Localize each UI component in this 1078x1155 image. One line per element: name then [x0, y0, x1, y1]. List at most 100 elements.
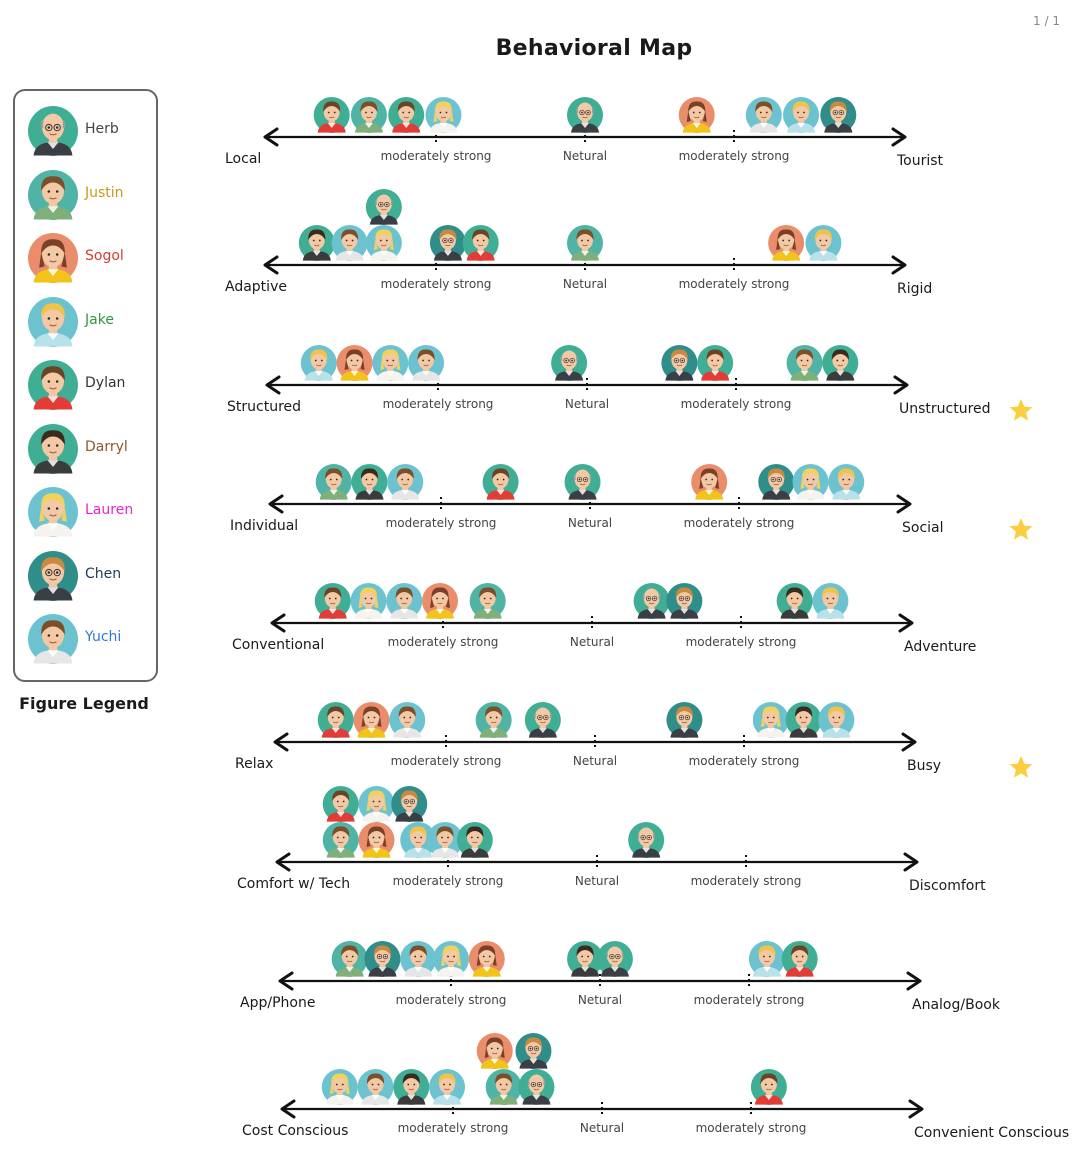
- legend-caption: Figure Legend: [19, 694, 149, 713]
- avatar-chen: [820, 97, 857, 133]
- avatar-chen: [364, 941, 401, 977]
- tick-label-left: moderately strong: [398, 1121, 509, 1135]
- avatar-dylan: [314, 583, 351, 619]
- scale-left-label: Comfort w/ Tech: [237, 876, 350, 892]
- avatar-justin: [567, 225, 603, 261]
- tick-label-center: Netural: [573, 754, 617, 768]
- scale-row-3: moderately strong Netural moderately stron…: [227, 345, 1033, 421]
- tick-label-center: Netural: [563, 277, 607, 291]
- arrow-left-icon: [265, 375, 281, 395]
- avatar-chen: [666, 702, 703, 738]
- tick-label-right: moderately strong: [686, 635, 797, 649]
- avatar-herb: [633, 583, 670, 619]
- scale-right-label: Discomfort: [909, 878, 986, 894]
- star-icon: [1009, 518, 1033, 540]
- scale-right-label: Adventure: [904, 639, 976, 655]
- avatar-jake: [300, 345, 337, 381]
- scale-row-8: moderately strong Netural moderately stron…: [240, 941, 1001, 1013]
- tick-label-right: moderately strong: [679, 149, 790, 163]
- avatar-dylan: [28, 360, 78, 410]
- scale-left-label: Relax: [235, 756, 273, 772]
- tick-label-center: Netural: [570, 635, 614, 649]
- legend-item-chen: Chen: [27, 550, 157, 604]
- legend-item-lauren: Lauren: [27, 486, 157, 540]
- avatar-yuchi: [386, 583, 423, 619]
- scale-row-5: moderately strong Netural moderately stron…: [232, 583, 976, 655]
- avatar-darryl: [393, 1069, 430, 1105]
- arrow-right-icon: [898, 613, 914, 633]
- scale-left-label: App/Phone: [240, 995, 315, 1011]
- scale-row-7: moderately strong Netural moderately stron…: [237, 786, 986, 894]
- legend-name-jake: Jake: [85, 311, 114, 328]
- avatar-lauren: [425, 97, 462, 133]
- arrow-left-icon: [273, 732, 289, 752]
- scale-right-label: Busy: [907, 758, 941, 774]
- arrow-right-icon: [893, 375, 909, 395]
- avatar-jake: [28, 296, 78, 347]
- scale-right-label: Tourist: [896, 153, 944, 169]
- avatar-darryl: [785, 702, 822, 738]
- arrow-left-icon: [275, 852, 291, 872]
- avatar-lauren: [365, 225, 402, 261]
- avatar-yuchi: [28, 614, 78, 664]
- legend-name-sogol: Sogol: [85, 248, 124, 264]
- avatar-sogol: [768, 225, 805, 261]
- avatar-herb: [28, 106, 78, 156]
- avatar-dylan: [313, 97, 350, 133]
- avatar-darryl: [822, 345, 859, 381]
- avatar-dylan: [697, 345, 734, 381]
- tick-label-center: Netural: [563, 149, 607, 163]
- avatar-justin: [485, 1069, 522, 1105]
- legend-avatar-yuchi: [28, 614, 78, 664]
- scale-right-label: Analog/Book: [912, 997, 1001, 1013]
- avatar-darryl: [351, 464, 388, 500]
- scale-left-label: Conventional: [232, 637, 324, 653]
- scale-row-6: moderately strong Netural moderately stron…: [235, 702, 1033, 778]
- legend-name-herb: Herb: [85, 121, 119, 137]
- scale-left-label: Structured: [227, 399, 301, 415]
- legend-avatar-darryl: [28, 423, 78, 474]
- tick-label-right: moderately strong: [679, 277, 790, 291]
- star-icon: [1009, 399, 1033, 421]
- legend-avatar-justin: [28, 169, 78, 220]
- avatar-dylan: [322, 786, 359, 822]
- legend-item-justin: Justin: [27, 169, 157, 223]
- legend-name-dylan: Dylan: [85, 375, 126, 391]
- avatar-chen: [391, 786, 428, 822]
- avatar-herb: [564, 464, 601, 500]
- avatar-sogol: [476, 1033, 513, 1069]
- avatar-sogol: [422, 583, 459, 619]
- avatar-yuchi: [408, 345, 445, 381]
- avatar-justin: [315, 464, 352, 500]
- avatar-jake: [818, 702, 855, 738]
- legend-avatar-chen: [28, 550, 78, 601]
- tick-label-right: moderately strong: [681, 397, 792, 411]
- avatar-jake: [828, 464, 865, 500]
- scale-row-1: moderately strong Netural moderately stron…: [225, 97, 944, 169]
- arrow-left-icon: [270, 613, 286, 633]
- legend-item-sogol: Sogol: [27, 232, 157, 286]
- tick-label-center: Netural: [568, 516, 612, 530]
- avatar-jake: [400, 822, 437, 858]
- avatar-herb: [551, 345, 588, 381]
- scale-left-label: Local: [225, 151, 261, 167]
- avatar-dylan: [317, 702, 354, 738]
- tick-label-right: moderately strong: [694, 993, 805, 1007]
- arrow-left-icon: [280, 1099, 296, 1119]
- legend-name-darryl: Darryl: [85, 438, 128, 455]
- avatar-justin: [786, 345, 823, 381]
- scale-row-4: moderately strong Netural moderately stron…: [230, 464, 1033, 540]
- tick-label-center: Netural: [578, 993, 622, 1007]
- tick-label-left: moderately strong: [381, 277, 492, 291]
- avatar-sogol: [678, 97, 715, 133]
- arrow-left-icon: [263, 127, 279, 147]
- avatar-sogol: [336, 345, 373, 381]
- avatar-yuchi: [387, 464, 424, 500]
- arrow-right-icon: [903, 852, 919, 872]
- arrow-right-icon: [896, 494, 912, 514]
- avatar-sogol: [358, 822, 395, 858]
- avatar-chen: [666, 583, 703, 619]
- scale-row-2: moderately strong Netural moderately stron…: [225, 189, 932, 297]
- avatar-sogol: [691, 464, 728, 500]
